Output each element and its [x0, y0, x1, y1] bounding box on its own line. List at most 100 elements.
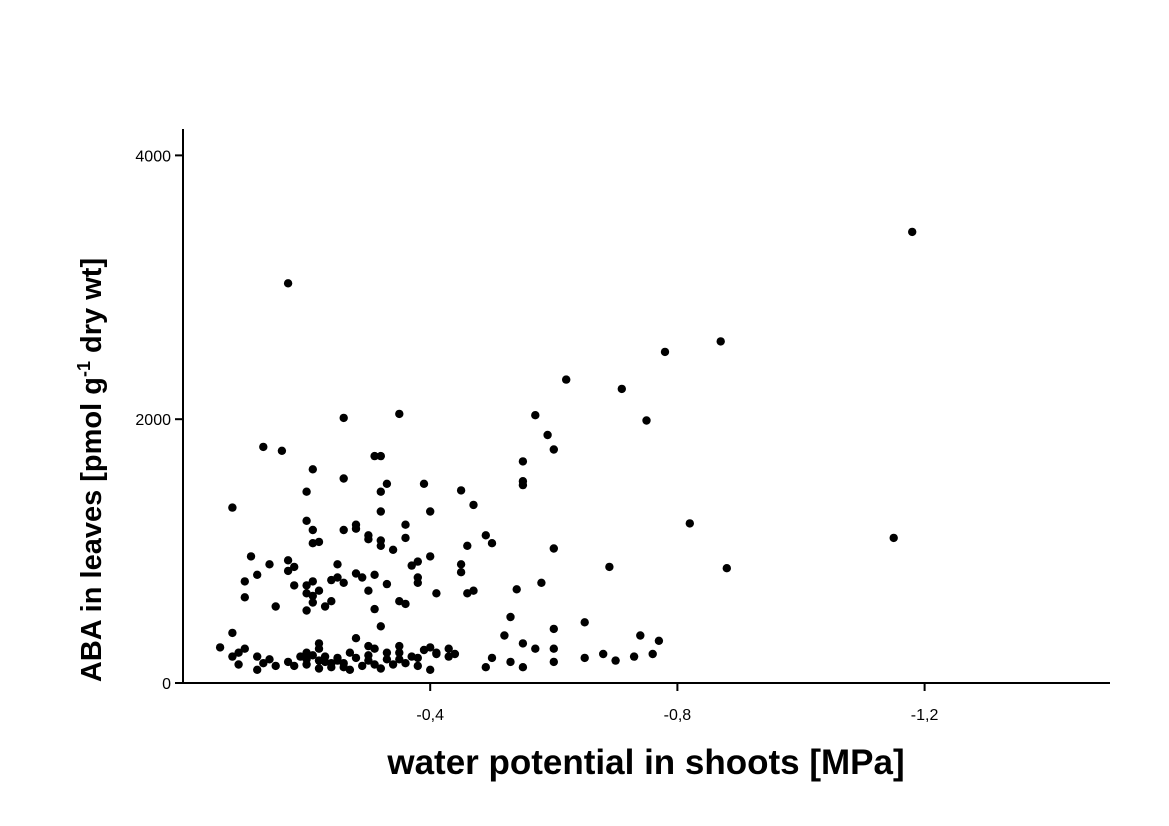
data-point: [549, 657, 558, 667]
y-axis-title: ABA in leaves [pmol g-1 dry wt]: [74, 258, 108, 682]
data-point: [506, 612, 515, 622]
data-point: [345, 648, 355, 657]
data-point: [308, 539, 317, 548]
data-point: [339, 663, 348, 672]
data-point: [283, 279, 293, 288]
y-tick-label: 0: [162, 676, 171, 693]
data-point: [506, 657, 515, 667]
data-point: [314, 664, 324, 673]
data-point: [648, 649, 657, 659]
data-point: [253, 570, 262, 579]
data-point: [426, 507, 435, 516]
data-point: [339, 474, 348, 483]
data-point: [364, 586, 373, 595]
data-point: [908, 227, 917, 237]
data-point: [290, 562, 299, 572]
data-point: [549, 624, 558, 634]
data-point: [370, 604, 379, 614]
data-point: [395, 597, 404, 606]
data-point: [240, 577, 249, 586]
data-point: [444, 644, 453, 653]
data-point: [234, 660, 243, 669]
data-point: [599, 649, 608, 659]
data-point: [302, 487, 311, 496]
data-point: [327, 575, 336, 585]
data-point: [531, 411, 540, 420]
data-point: [320, 652, 330, 661]
data-point: [259, 659, 268, 668]
data-point: [253, 665, 262, 674]
data-point: [302, 660, 311, 669]
data-point: [562, 375, 571, 384]
data-point: [228, 503, 237, 512]
data-point: [395, 648, 404, 657]
data-point: [413, 557, 422, 566]
data-point: [308, 577, 317, 586]
data-point: [308, 598, 317, 607]
data-point: [537, 578, 546, 587]
data-point: [351, 569, 361, 578]
data-point: [228, 652, 237, 661]
data-point: [370, 660, 379, 669]
data-point: [253, 652, 262, 661]
data-point: [432, 589, 441, 598]
y-axis-title-superscript: -1: [74, 361, 94, 377]
data-point: [580, 618, 589, 627]
data-point: [413, 573, 422, 582]
data-point: [265, 560, 274, 569]
data-point: [333, 656, 342, 665]
y-axis-title-rest: dry wt]: [76, 258, 108, 361]
data-point: [617, 384, 626, 394]
data-point: [283, 556, 293, 565]
data-point: [364, 641, 373, 651]
data-point: [463, 541, 472, 550]
data-point: [469, 500, 478, 510]
data-point: [413, 653, 422, 663]
data-point: [549, 445, 558, 454]
data-point: [722, 564, 731, 573]
data-point: [277, 446, 287, 455]
data-point: [364, 651, 373, 660]
data-point: [629, 652, 639, 661]
data-point: [302, 648, 311, 657]
data-point: [487, 653, 497, 663]
data-point: [531, 644, 540, 653]
data-point: [339, 578, 348, 587]
data-point: [333, 560, 342, 569]
data-point: [308, 465, 317, 474]
data-point: [395, 641, 404, 651]
data-point: [481, 531, 490, 540]
data-point: [654, 636, 664, 645]
data-point: [376, 541, 385, 550]
data-point: [271, 661, 280, 671]
data-point: [407, 561, 416, 570]
data-point: [401, 533, 410, 543]
data-point: [487, 539, 497, 548]
data-point: [512, 585, 521, 594]
data-point: [518, 457, 528, 466]
data-point: [228, 628, 237, 638]
data-point: [388, 660, 398, 669]
data-point: [426, 643, 435, 652]
data-point: [290, 661, 299, 671]
data-point: [426, 665, 435, 674]
data-point: [413, 661, 422, 671]
data-point: [605, 562, 614, 572]
x-tick-label: -1,2: [911, 707, 939, 724]
data-point: [456, 486, 466, 495]
x-axis-title: water potential in shoots [MPa]: [386, 743, 904, 782]
data-point: [302, 606, 311, 615]
data-point: [580, 653, 589, 663]
data-point: [401, 520, 410, 529]
data-point: [215, 643, 225, 652]
data-point: [636, 631, 645, 640]
data-point: [500, 631, 509, 640]
data-point: [382, 655, 392, 664]
y-tick-label: 2000: [135, 412, 171, 429]
data-point: [351, 520, 361, 529]
data-point: [339, 525, 348, 535]
data-point: [426, 552, 435, 561]
data-point: [240, 644, 249, 653]
